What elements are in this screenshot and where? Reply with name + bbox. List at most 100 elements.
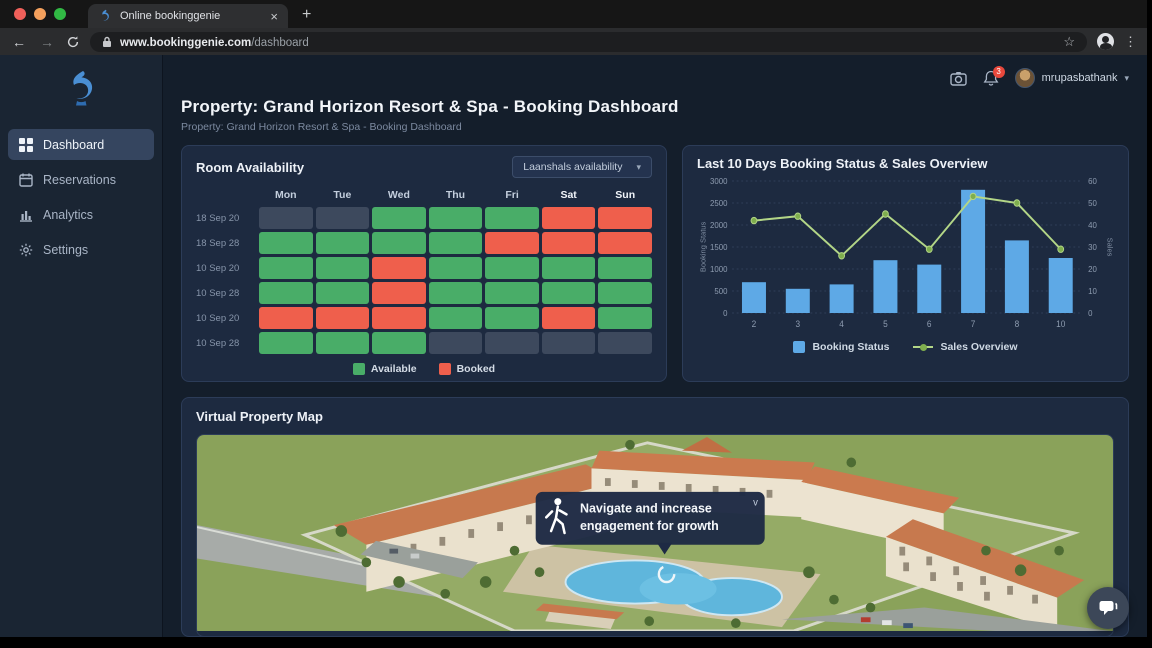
virtual-map-title: Virtual Property Map (196, 409, 323, 424)
availability-cell-available[interactable] (259, 282, 313, 304)
camera-icon[interactable] (949, 71, 967, 86)
availability-cell-available[interactable] (428, 307, 483, 329)
availability-cell-empty[interactable] (315, 207, 370, 229)
availability-cell-empty[interactable] (259, 207, 313, 229)
svg-text:8: 8 (1015, 319, 1020, 329)
sidebar-item-dashboard[interactable]: Dashboard (8, 129, 154, 160)
chevron-down-icon: ▾ (636, 161, 641, 172)
availability-filter-dropdown[interactable]: Laanshals availability ▾ (512, 156, 652, 178)
minimize-window-button[interactable] (34, 8, 46, 20)
availability-cell-available[interactable] (485, 307, 539, 329)
availability-cell-available[interactable] (598, 257, 652, 279)
legend-item-available: Available (352, 363, 417, 375)
user-menu[interactable]: mrupasbathank ▾ (1014, 68, 1129, 88)
availability-row-date: 18 Sep 20 (196, 212, 240, 224)
back-icon[interactable]: ← (12, 33, 26, 50)
browser-menu-icon[interactable]: ⋮ (1124, 33, 1137, 49)
availability-cell-available[interactable] (485, 207, 539, 229)
availability-cell-empty[interactable] (428, 332, 483, 354)
tab-title: Online bookinggenie (120, 10, 221, 22)
virtual-property-map-panel: Virtual Property Map (181, 397, 1129, 637)
availability-cell-booked[interactable] (541, 232, 596, 254)
sidebar-item-reservations[interactable]: Reservations (8, 164, 154, 195)
availability-cell-booked[interactable] (598, 232, 652, 254)
chat-bubble-button[interactable] (1087, 587, 1129, 629)
availability-cell-available[interactable] (485, 282, 539, 304)
availability-cell-available[interactable] (315, 257, 370, 279)
availability-cell-empty[interactable] (485, 332, 539, 354)
availability-cell-available[interactable] (428, 232, 483, 254)
sidebar-item-analytics[interactable]: Analytics (8, 199, 154, 230)
main-content: 3 mrupasbathank ▾ Property: Grand Horizo… (163, 55, 1147, 637)
availability-cell-available[interactable] (428, 207, 483, 229)
bar-booking-status (785, 288, 810, 313)
map-tooltip[interactable]: Navigate and increase engagement for gro… (535, 491, 765, 555)
availability-cell-booked[interactable] (541, 307, 596, 329)
availability-cell-available[interactable] (541, 282, 596, 304)
tooltip-collapse-icon[interactable]: v (753, 497, 758, 508)
sidebar-item-settings[interactable]: Settings (8, 234, 154, 265)
availability-cell-available[interactable] (541, 257, 596, 279)
availability-cell-booked[interactable] (485, 232, 539, 254)
browser-tab[interactable]: Online bookinggenie × (88, 4, 288, 28)
forward-icon[interactable]: → (40, 33, 54, 50)
availability-cell-available[interactable] (259, 232, 313, 254)
availability-cell-booked[interactable] (372, 282, 426, 304)
svg-text:Sales: Sales (1106, 238, 1114, 257)
page-subtitle: Property: Grand Horizon Resort & Spa - B… (181, 121, 462, 133)
dashboard-grid-icon (18, 137, 33, 152)
property-map[interactable]: Navigate and increase engagement for gro… (196, 434, 1114, 637)
availability-cell-empty[interactable] (598, 332, 652, 354)
availability-cell-available[interactable] (315, 232, 370, 254)
availability-cell-available[interactable] (598, 282, 652, 304)
url-toolbar: ← → www.bookinggenie.com/dashboard ☆ ⋮ (0, 28, 1147, 55)
svg-text:40: 40 (1088, 221, 1097, 230)
availability-cell-available[interactable] (315, 282, 370, 304)
walking-person-icon (545, 498, 568, 535)
availability-cell-available[interactable] (259, 257, 313, 279)
svg-text:engagement for growth: engagement for growth (580, 519, 719, 533)
address-bar[interactable]: www.bookinggenie.com/dashboard ☆ (90, 31, 1087, 52)
svg-text:1000: 1000 (710, 265, 728, 274)
header-actions: 3 mrupasbathank ▾ (181, 63, 1129, 93)
chart-legend-item: Booking Status (793, 341, 889, 353)
bookmark-star-icon[interactable]: ☆ (1063, 33, 1075, 49)
tab-strip: Online bookinggenie × + (0, 0, 1147, 28)
bar-booking-status (873, 260, 898, 313)
svg-text:2: 2 (752, 319, 757, 329)
availability-cell-booked[interactable] (598, 207, 652, 229)
notification-bell-icon[interactable]: 3 (983, 65, 1005, 87)
notification-badge: 3 (992, 65, 1005, 78)
availability-cell-available[interactable] (428, 257, 483, 279)
svg-text:50: 50 (1088, 199, 1097, 208)
availability-cell-booked[interactable] (259, 307, 313, 329)
booking-chart-panel: Last 10 Days Booking Status & Sales Over… (682, 145, 1129, 382)
availability-cell-booked[interactable] (372, 307, 426, 329)
availability-cell-booked[interactable] (315, 307, 370, 329)
availability-cell-available[interactable] (315, 332, 370, 354)
availability-cell-available[interactable] (428, 282, 483, 304)
availability-cell-booked[interactable] (541, 207, 596, 229)
close-window-button[interactable] (14, 8, 26, 20)
availability-cell-available[interactable] (485, 257, 539, 279)
availability-cell-available[interactable] (372, 207, 426, 229)
availability-cell-available[interactable] (372, 232, 426, 254)
tab-close-icon[interactable]: × (270, 8, 278, 24)
sidebar-item-label: Settings (43, 242, 89, 257)
svg-text:30: 30 (1088, 243, 1097, 252)
new-tab-icon[interactable]: + (302, 6, 312, 23)
weekday-header: Sun (615, 189, 636, 201)
room-availability-title: Room Availability (196, 159, 305, 175)
availability-cell-available[interactable] (259, 332, 313, 354)
availability-cell-booked[interactable] (372, 257, 426, 279)
reload-icon[interactable] (66, 35, 80, 49)
svg-text:4: 4 (839, 319, 844, 329)
maximize-window-button[interactable] (54, 8, 66, 20)
line-marker-sales (1013, 199, 1021, 207)
availability-cell-available[interactable] (598, 307, 652, 329)
browser-profile-icon[interactable] (1097, 33, 1114, 50)
availability-cell-empty[interactable] (541, 332, 596, 354)
availability-cell-available[interactable] (372, 332, 426, 354)
svg-text:20: 20 (1088, 265, 1097, 274)
window-controls (14, 0, 66, 28)
